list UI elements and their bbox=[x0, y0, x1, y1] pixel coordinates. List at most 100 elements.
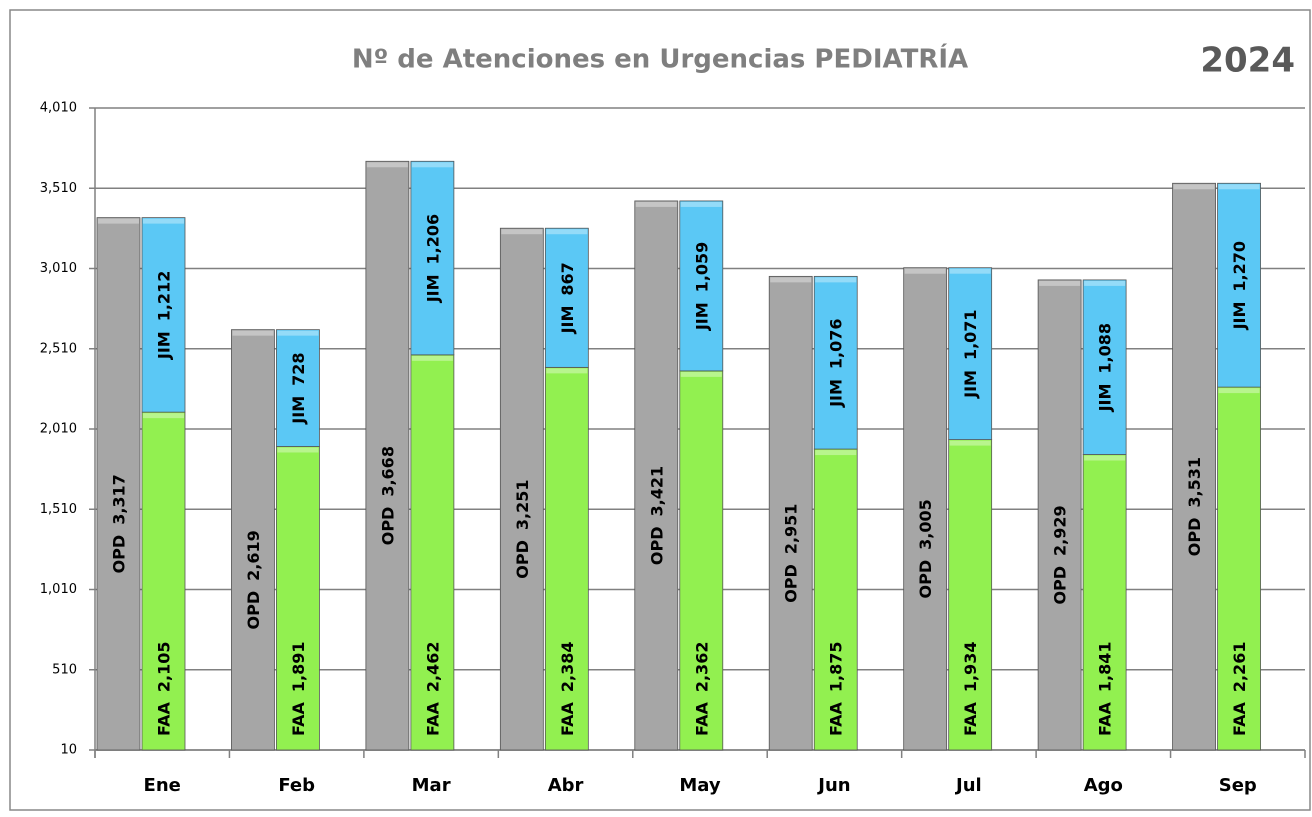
value-label: OPD 3,668 bbox=[378, 446, 397, 545]
x-tick-label: Ene bbox=[144, 775, 181, 796]
value-text: 867 bbox=[557, 262, 576, 295]
value-label: JIM 1,059 bbox=[692, 242, 711, 331]
bar-top-bevel bbox=[546, 368, 588, 374]
series-name: OPD bbox=[378, 507, 397, 546]
x-tick-label: Jun bbox=[816, 775, 850, 796]
series-name: JIM bbox=[961, 370, 980, 399]
series-name: OPD bbox=[916, 560, 935, 599]
bar-top-bevel bbox=[411, 355, 453, 361]
series-name: JIM bbox=[288, 396, 307, 425]
value-label: JIM 728 bbox=[288, 352, 307, 424]
bar-segment bbox=[679, 200, 724, 372]
value-text: 1,891 bbox=[288, 642, 307, 693]
series-name: OPD bbox=[1185, 518, 1204, 557]
bar-segment bbox=[1217, 182, 1261, 388]
value-label: OPD 2,619 bbox=[243, 530, 262, 629]
bar-segment bbox=[768, 275, 813, 751]
value-text: 1,059 bbox=[692, 242, 711, 293]
bar-segment bbox=[276, 446, 320, 751]
value-text: 1,206 bbox=[423, 214, 442, 265]
bar-segment bbox=[634, 200, 679, 751]
value-label: JIM 1,071 bbox=[961, 309, 980, 398]
series-name: OPD bbox=[781, 564, 800, 603]
bar-segment bbox=[948, 439, 993, 751]
bar-top-bevel bbox=[949, 440, 991, 446]
series-name: FAA bbox=[557, 702, 576, 736]
bar-top-bevel bbox=[904, 268, 946, 274]
bar-segment bbox=[1082, 279, 1127, 455]
value-text: 2,261 bbox=[1230, 642, 1249, 693]
value-label: FAA 2,384 bbox=[557, 642, 576, 736]
value-text: 2,105 bbox=[154, 642, 173, 693]
value-text: 3,531 bbox=[1185, 457, 1204, 508]
series-name: JIM bbox=[557, 306, 576, 335]
bar-top-bevel bbox=[501, 229, 543, 235]
value-text: 3,668 bbox=[378, 446, 397, 497]
value-text: 3,251 bbox=[512, 479, 531, 530]
y-tick-label: 1,510 bbox=[40, 502, 77, 517]
bar-top-bevel bbox=[411, 162, 453, 168]
bar-top-bevel bbox=[143, 413, 184, 419]
value-label: OPD 3,005 bbox=[916, 499, 935, 598]
value-text: 2,362 bbox=[692, 642, 711, 693]
series-name: FAA bbox=[826, 702, 845, 736]
x-tick-label: Mar bbox=[412, 775, 451, 796]
bar-top-bevel bbox=[277, 447, 319, 453]
bar-top-bevel bbox=[635, 201, 677, 207]
series-name: FAA bbox=[423, 702, 442, 736]
value-label: FAA 1,841 bbox=[1095, 642, 1114, 736]
bar-top-bevel bbox=[1218, 388, 1260, 394]
value-label: FAA 1,875 bbox=[826, 642, 845, 736]
value-text: 3,421 bbox=[647, 466, 666, 517]
value-text: 1,934 bbox=[961, 642, 980, 693]
series-name: OPD bbox=[109, 535, 128, 574]
bar-top-bevel bbox=[770, 277, 812, 283]
value-text: 2,462 bbox=[423, 642, 442, 693]
value-text: 1,088 bbox=[1095, 323, 1114, 374]
bar-top-bevel bbox=[546, 229, 588, 235]
value-text: 1,875 bbox=[826, 642, 845, 693]
series-name: FAA bbox=[961, 702, 980, 736]
bar-segment bbox=[96, 217, 141, 751]
bar-top-bevel bbox=[277, 330, 319, 336]
value-label: FAA 2,462 bbox=[423, 642, 442, 736]
bar-top-bevel bbox=[680, 201, 722, 207]
value-label: FAA 2,362 bbox=[692, 642, 711, 736]
y-tick-label: 2,010 bbox=[40, 422, 77, 437]
value-label: OPD 2,951 bbox=[781, 504, 800, 603]
bar-top-bevel bbox=[949, 268, 991, 274]
series-name: JIM bbox=[423, 274, 442, 303]
value-label: OPD 3,251 bbox=[512, 479, 531, 578]
bar-segment bbox=[499, 227, 544, 751]
bar-segment bbox=[276, 329, 320, 447]
bar-segment bbox=[1082, 454, 1127, 751]
value-text: 1,841 bbox=[1095, 642, 1114, 693]
series-name: JIM bbox=[1095, 384, 1114, 413]
value-text: 728 bbox=[288, 352, 307, 385]
bar-segment bbox=[1172, 182, 1216, 751]
value-label: JIM 867 bbox=[557, 262, 576, 334]
bar-top-bevel bbox=[98, 218, 139, 224]
value-label: OPD 3,421 bbox=[647, 466, 666, 565]
bar-segment bbox=[410, 354, 455, 751]
bar-top-bevel bbox=[1218, 184, 1260, 190]
series-name: FAA bbox=[692, 702, 711, 736]
value-label: OPD 3,317 bbox=[109, 474, 128, 573]
bar-top-bevel bbox=[232, 330, 274, 336]
y-tick-label: 3,510 bbox=[40, 181, 77, 196]
x-tick-label: Sep bbox=[1219, 775, 1257, 796]
bar-segment bbox=[813, 275, 858, 450]
x-tick-label: Feb bbox=[278, 775, 315, 796]
bar-top-bevel bbox=[1173, 184, 1215, 190]
series-name: FAA bbox=[1095, 702, 1114, 736]
bar-top-bevel bbox=[1084, 455, 1126, 461]
value-text: 2,929 bbox=[1050, 505, 1069, 556]
bar-top-bevel bbox=[366, 162, 408, 168]
bar-segment bbox=[544, 227, 589, 368]
series-name: FAA bbox=[154, 702, 173, 736]
bar-top-bevel bbox=[1039, 280, 1081, 286]
value-text: 1,270 bbox=[1230, 241, 1249, 292]
x-tick-label: Jul bbox=[954, 775, 982, 796]
value-text: 2,384 bbox=[557, 642, 576, 693]
series-name: OPD bbox=[647, 526, 666, 565]
